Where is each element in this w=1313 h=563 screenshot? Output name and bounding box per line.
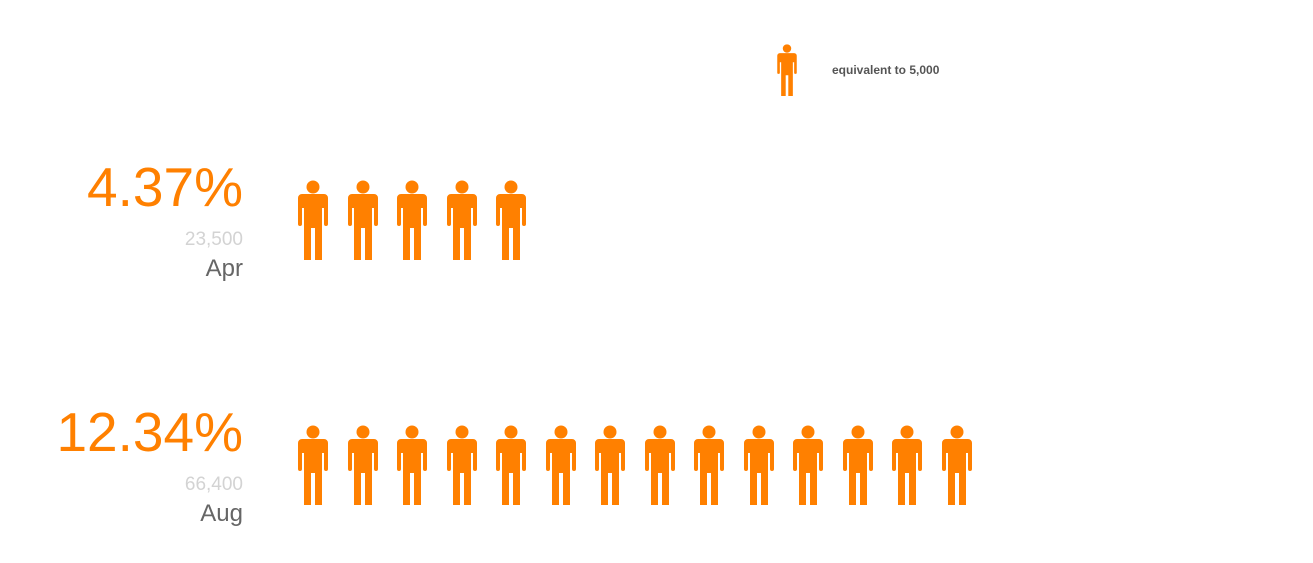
person-icon: [347, 180, 378, 260]
person-icon: [941, 425, 972, 505]
row-apr-labels: 4.37% 23,500 Apr: [0, 160, 243, 283]
person-icon: [446, 180, 477, 260]
person-icon: [842, 425, 873, 505]
person-icon: [892, 425, 922, 505]
legend-person-icon: [776, 44, 798, 96]
row-aug-count: 66,400: [184, 474, 243, 495]
row-apr: 4.37% 23,500 Apr: [0, 160, 1313, 295]
row-apr-percent: 4.37%: [87, 156, 243, 218]
row-aug-labels: 12.34% 66,400 Aug: [0, 405, 243, 528]
row-aug-month: Aug: [200, 500, 243, 527]
person-icon: [298, 180, 328, 260]
person-icon: [496, 425, 526, 505]
person-icon: [545, 425, 576, 505]
row-apr-count: 23,500: [184, 229, 243, 250]
legend-label: equivalent to 5,000: [832, 63, 940, 77]
person-icon: [397, 180, 427, 260]
person-icon: [496, 180, 526, 260]
person-icon: [743, 425, 774, 505]
person-icon: [694, 425, 724, 505]
row-aug: 12.34% 66,400 Aug: [0, 405, 1313, 540]
person-icon: [793, 425, 823, 505]
person-icon: [446, 425, 477, 505]
legend: equivalent to 5,000: [776, 44, 939, 96]
row-aug-percent: 12.34%: [56, 401, 243, 463]
person-icon: [298, 425, 328, 505]
person-icon: [644, 425, 675, 505]
person-icon: [397, 425, 427, 505]
row-apr-month: Apr: [205, 255, 243, 282]
person-icon: [347, 425, 378, 505]
person-icon: [595, 425, 625, 505]
